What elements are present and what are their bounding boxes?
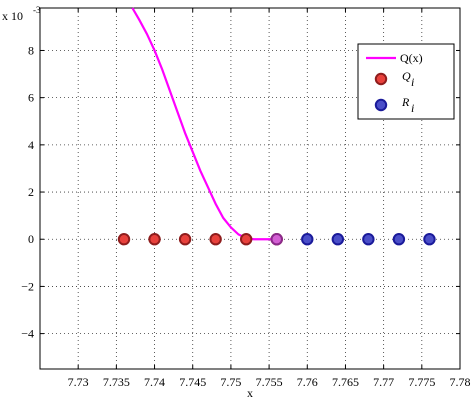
- x-axis-label: x: [247, 386, 253, 400]
- legend: Q(x) Q iR i: [357, 43, 455, 120]
- overlay-point: [270, 233, 283, 246]
- scatter-point-r: [392, 233, 406, 246]
- y-multiplier-base: x 10: [2, 9, 23, 23]
- legend-swatch-r: [374, 98, 388, 112]
- y-tick-label: −2: [21, 279, 34, 293]
- x-tick-label: 7.735: [103, 375, 130, 389]
- legend-label-r: R: [401, 95, 410, 109]
- series-line-q-of-x: [131, 7, 277, 241]
- x-tick-label: 7.73: [68, 375, 89, 389]
- y-tick-label: 4: [28, 138, 34, 152]
- legend-label-q: Q: [402, 69, 411, 83]
- y-multiplier-exponent: -3: [33, 5, 41, 15]
- y-tick-label: 6: [28, 91, 34, 105]
- x-tick-label: 7.765: [332, 375, 359, 389]
- y-tick-label: 8: [28, 43, 34, 57]
- scatter-point-q: [239, 233, 253, 246]
- x-tick-label: 7.755: [256, 375, 283, 389]
- scatter-point-q: [117, 233, 131, 246]
- legend-swatch-q: [374, 72, 388, 86]
- x-tick-label: 7.745: [179, 375, 206, 389]
- scatter-point-r: [301, 233, 314, 246]
- y-tick-label: −4: [21, 327, 34, 341]
- x-tick-labels: 7.73 7.735 7.74 7.745 7.75 7.755 7.76 7.765 7.77…: [68, 375, 471, 389]
- legend-box: [357, 43, 455, 120]
- y-tick-labels: −4 −2 0 2 4 6 8: [21, 43, 34, 340]
- x-tick-label: 7.74: [144, 375, 165, 389]
- plot-frame: [39, 7, 461, 370]
- scatter-point-r: [423, 233, 436, 246]
- y-tick-label: 0: [28, 232, 34, 246]
- scatter-point-r: [362, 233, 375, 246]
- y-tick-label: 2: [28, 185, 34, 199]
- axis-ticks: [40, 8, 461, 369]
- scatter-point-r: [331, 233, 345, 246]
- x-tick-label: 7.77: [373, 375, 394, 389]
- y-axis-multiplier: x 10 -3: [2, 5, 41, 23]
- x-tick-label: 7.775: [408, 375, 435, 389]
- legend-label-q-of-x: Q(x): [400, 51, 423, 65]
- legend-subscript-r: i: [411, 101, 414, 115]
- scatter-point-q: [209, 233, 222, 246]
- x-tick-label: 7.75: [220, 375, 241, 389]
- scatter-point-q: [178, 233, 192, 246]
- legend-subscript-q: i: [411, 75, 414, 89]
- scatter-point-q: [148, 233, 161, 246]
- series-layer: [117, 7, 436, 246]
- x-tick-label: 7.78: [450, 375, 471, 389]
- x-tick-label: 7.76: [297, 375, 318, 389]
